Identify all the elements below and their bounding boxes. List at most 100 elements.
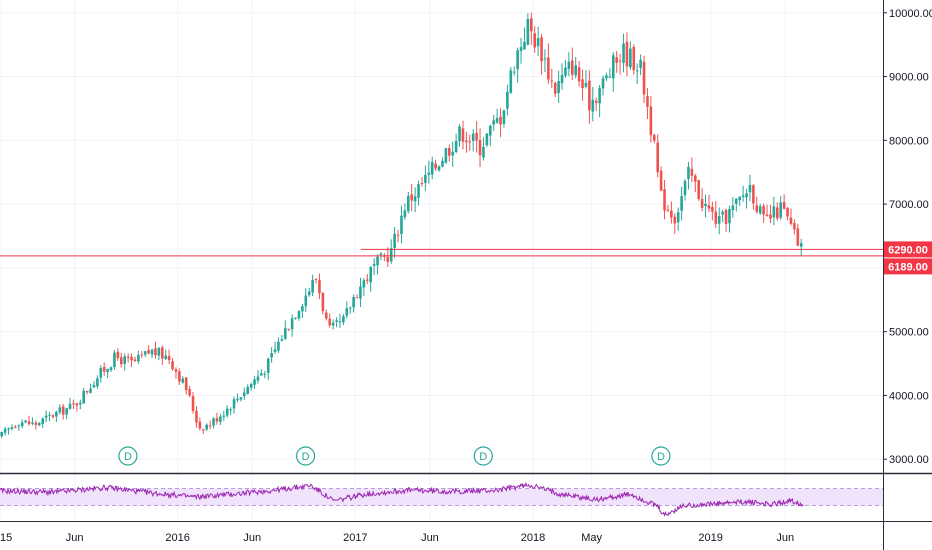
dividend-marker[interactable]: D	[651, 446, 671, 466]
candle-body	[338, 321, 342, 323]
candle-body	[441, 160, 444, 167]
candle-body	[51, 415, 55, 417]
candle-body	[229, 409, 232, 411]
candle-body	[147, 349, 150, 354]
candle-body	[24, 420, 27, 423]
price-axis-tick-label: 5000.00	[889, 327, 929, 339]
candle-body	[611, 55, 615, 79]
candle-body	[728, 209, 731, 224]
candle-body	[516, 50, 519, 70]
candle-body	[704, 203, 707, 207]
candle-body	[608, 76, 612, 78]
time-axis-tick-label: May	[581, 532, 602, 544]
candle-body	[461, 128, 465, 142]
candle-body	[646, 96, 649, 107]
candle-body	[738, 196, 742, 201]
candle-body	[741, 195, 745, 197]
price-axis-tick-label: 8000.00	[889, 135, 929, 147]
candle-body	[208, 425, 212, 427]
dividend-marker[interactable]: D	[473, 446, 493, 466]
candle-body	[359, 286, 362, 299]
price-axis-tick-label: 9000.00	[889, 72, 929, 84]
candle-body	[775, 207, 779, 219]
time-axis-tick-label: 2015	[0, 532, 12, 544]
candle-body	[471, 133, 475, 141]
candle-body	[581, 79, 584, 89]
candle-body	[687, 166, 690, 180]
candle-body	[37, 423, 41, 426]
candle-body	[693, 175, 697, 182]
candle-body	[553, 82, 557, 94]
candle-body	[577, 67, 581, 82]
candle-body	[92, 385, 96, 388]
candle-body	[618, 60, 622, 62]
candle-body	[335, 320, 338, 322]
candle-body	[519, 47, 523, 52]
candle-body	[365, 279, 369, 281]
dividend-marker[interactable]: D	[295, 446, 316, 466]
candle-body	[184, 377, 188, 391]
candle-body	[393, 233, 396, 248]
level-label-box[interactable]	[884, 258, 932, 275]
candle-body	[434, 163, 437, 169]
candle-body	[714, 211, 718, 224]
time-axis-tick-label: 2016	[165, 532, 189, 544]
candle-body	[717, 216, 721, 224]
candle-body	[331, 322, 335, 326]
candle-body	[140, 354, 144, 356]
candle-body	[376, 256, 379, 266]
candle-body	[509, 70, 513, 93]
candle-body	[369, 266, 373, 283]
candle-body	[427, 172, 431, 175]
dividend-marker[interactable]: D	[118, 446, 138, 466]
price-axis-tick-label: 4000.00	[889, 390, 929, 402]
dividend-marker-circle[interactable]	[473, 446, 493, 466]
candle-body	[150, 349, 154, 355]
dividend-marker-label: D	[302, 451, 310, 463]
candle-body	[734, 198, 738, 204]
level-label-box[interactable]	[884, 241, 932, 258]
candle-body	[465, 140, 468, 143]
candle-body	[711, 207, 714, 212]
candle-body	[451, 151, 455, 156]
candle-body	[485, 133, 489, 146]
candle-body	[113, 352, 116, 368]
levels-layer	[0, 248, 883, 257]
candle-body	[72, 403, 75, 405]
candle-body	[225, 408, 229, 416]
candle-body	[34, 422, 38, 425]
candle-body	[482, 146, 485, 158]
candle-body	[779, 202, 783, 218]
candle-body	[386, 257, 390, 262]
candle-body	[642, 61, 646, 95]
candle-body	[591, 99, 595, 112]
candle-body	[14, 426, 17, 428]
candle-body	[588, 80, 591, 111]
candle-body	[171, 361, 174, 370]
candle-body	[495, 117, 499, 123]
candle-body	[352, 297, 355, 308]
candle-body	[253, 379, 256, 385]
candle-body	[697, 180, 701, 199]
candle-body	[7, 428, 10, 430]
candle-body	[430, 161, 434, 175]
dividend-marker-circle[interactable]	[651, 446, 671, 466]
dividend-marker-circle[interactable]	[295, 446, 316, 466]
candle-body	[123, 356, 127, 364]
dividend-marker-circle[interactable]	[118, 446, 138, 466]
candle-body	[328, 318, 332, 326]
candles-layer	[0, 12, 803, 439]
candle-body	[215, 418, 219, 422]
candle-body	[283, 328, 287, 339]
candle-body	[116, 351, 120, 359]
candle-body	[96, 378, 99, 387]
candle-body	[133, 359, 137, 362]
candle-body	[27, 421, 31, 424]
candle-body	[765, 214, 769, 217]
candle-body	[437, 166, 441, 171]
candle-body	[400, 215, 403, 234]
candle-body	[263, 373, 267, 375]
